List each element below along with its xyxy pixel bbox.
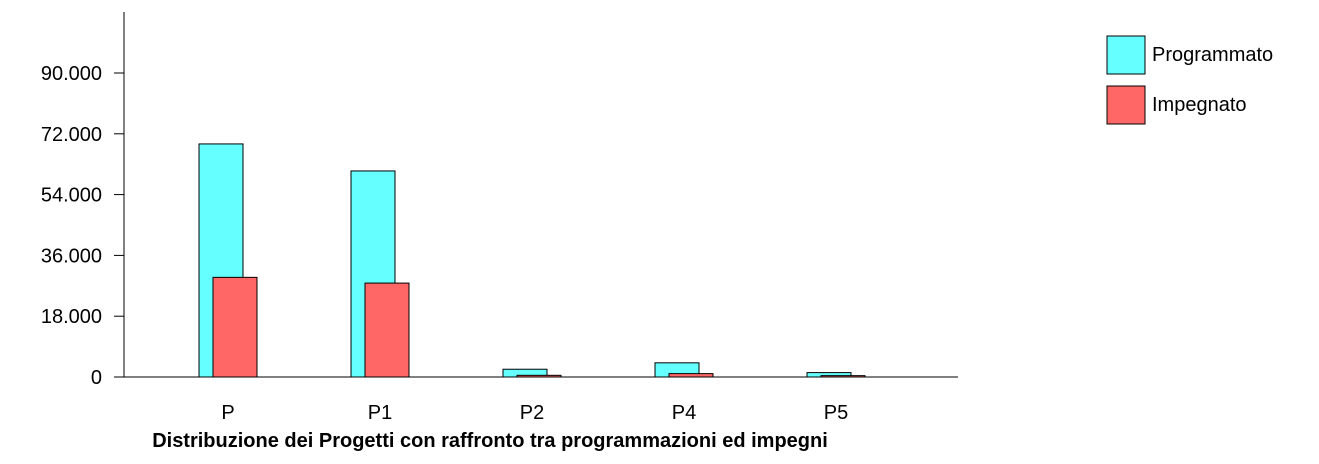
chart-title: Distribuzione dei Progetti con raffronto…: [152, 430, 828, 452]
x-tick-label: P2: [520, 402, 544, 424]
y-tick-label: 36.000: [41, 245, 102, 267]
y-tick-label: 0: [91, 367, 102, 389]
bars: [198, 143, 866, 378]
y-ticks: 0 18.000 36.000 54.000 72.000 90.000: [41, 63, 124, 389]
legend-swatch-programmato: [1106, 35, 1146, 75]
x-tick-labels: P P1 P2 P4 P5: [221, 402, 848, 424]
legend-label-impegnato: Impegnato: [1152, 94, 1247, 116]
y-tick-label: 18.000: [41, 306, 102, 328]
legend-swatch-impegnato: [1106, 85, 1146, 125]
x-axis: P P1 P2 P4 P5: [124, 376, 958, 424]
x-tick-label: P1: [368, 402, 392, 424]
x-tick-label: P: [221, 402, 234, 424]
bar-impegnato-p1: [364, 282, 410, 378]
y-axis: 0 18.000 36.000 54.000 72.000 90.000: [41, 12, 125, 389]
bar-impegnato-p: [212, 276, 258, 378]
x-tick-label: P4: [672, 402, 696, 424]
bar-impegnato-p5: [820, 375, 866, 378]
bar-impegnato-p2: [516, 374, 562, 378]
bar-impegnato-p4: [668, 373, 714, 378]
legend-label-programmato: Programmato: [1152, 44, 1273, 66]
x-tick-label: P5: [824, 402, 848, 424]
y-tick-label: 90.000: [41, 63, 102, 85]
legend: Programmato Impegnato: [1106, 35, 1273, 125]
y-tick-label: 72.000: [41, 124, 102, 146]
y-tick-label: 54.000: [41, 185, 102, 207]
